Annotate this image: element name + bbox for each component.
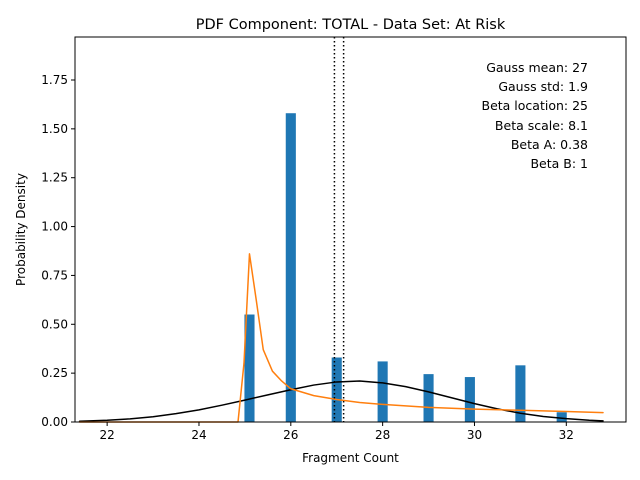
plot-area-frame xyxy=(74,36,627,423)
histogram-bar xyxy=(464,377,475,422)
lines-layer xyxy=(78,253,604,423)
chart-title: PDF Component: TOTAL - Data Set: At Risk xyxy=(196,17,506,33)
x-tick-label: 22 xyxy=(100,428,115,442)
x-tick-label: 28 xyxy=(375,428,390,442)
x-axis-ticks: 22 24 26 28 30 32 xyxy=(100,422,574,442)
histogram-bar xyxy=(556,412,567,422)
stats-annotation: Gauss mean: 27 Gauss std: 1.9 Beta locat… xyxy=(482,60,589,171)
beta-fit-line xyxy=(78,253,604,423)
histogram-bar xyxy=(423,374,434,422)
x-tick-label: 26 xyxy=(283,428,298,442)
y-tick-label: 1.50 xyxy=(41,122,68,136)
histogram-bar xyxy=(285,113,296,423)
annotation-line: Beta scale: 8.1 xyxy=(495,118,588,133)
y-tick-label: 0.75 xyxy=(41,268,68,282)
vlines-layer xyxy=(333,37,345,422)
y-tick-label: 1.75 xyxy=(41,73,68,87)
x-tick-label: 32 xyxy=(559,428,574,442)
gauss-fit-line xyxy=(78,380,604,422)
bars-layer xyxy=(244,113,567,423)
y-tick-label: 0.25 xyxy=(41,366,68,380)
histogram-bar xyxy=(244,314,255,422)
x-tick-label: 24 xyxy=(191,428,206,442)
annotation-line: Beta B: 1 xyxy=(530,156,588,171)
histogram-bar xyxy=(377,361,388,422)
histogram-bar xyxy=(331,357,342,422)
histogram-bar xyxy=(515,365,526,422)
x-axis-label: Fragment Count xyxy=(302,451,399,465)
y-axis-label: Probability Density xyxy=(14,173,28,286)
y-tick-label: 1.00 xyxy=(41,220,68,234)
annotation-line: Beta location: 25 xyxy=(482,98,589,113)
annotation-line: Gauss mean: 27 xyxy=(486,60,588,75)
y-tick-label: 0.00 xyxy=(41,415,68,429)
annotation-line: Gauss std: 1.9 xyxy=(498,79,588,94)
annotation-line: Beta A: 0.38 xyxy=(511,137,588,152)
y-tick-label: 0.50 xyxy=(41,317,68,331)
y-axis-ticks: 0.00 0.25 0.50 0.75 1.00 1.25 1.50 1.75 xyxy=(41,73,75,429)
x-tick-label: 30 xyxy=(467,428,482,442)
y-tick-label: 1.25 xyxy=(41,171,68,185)
